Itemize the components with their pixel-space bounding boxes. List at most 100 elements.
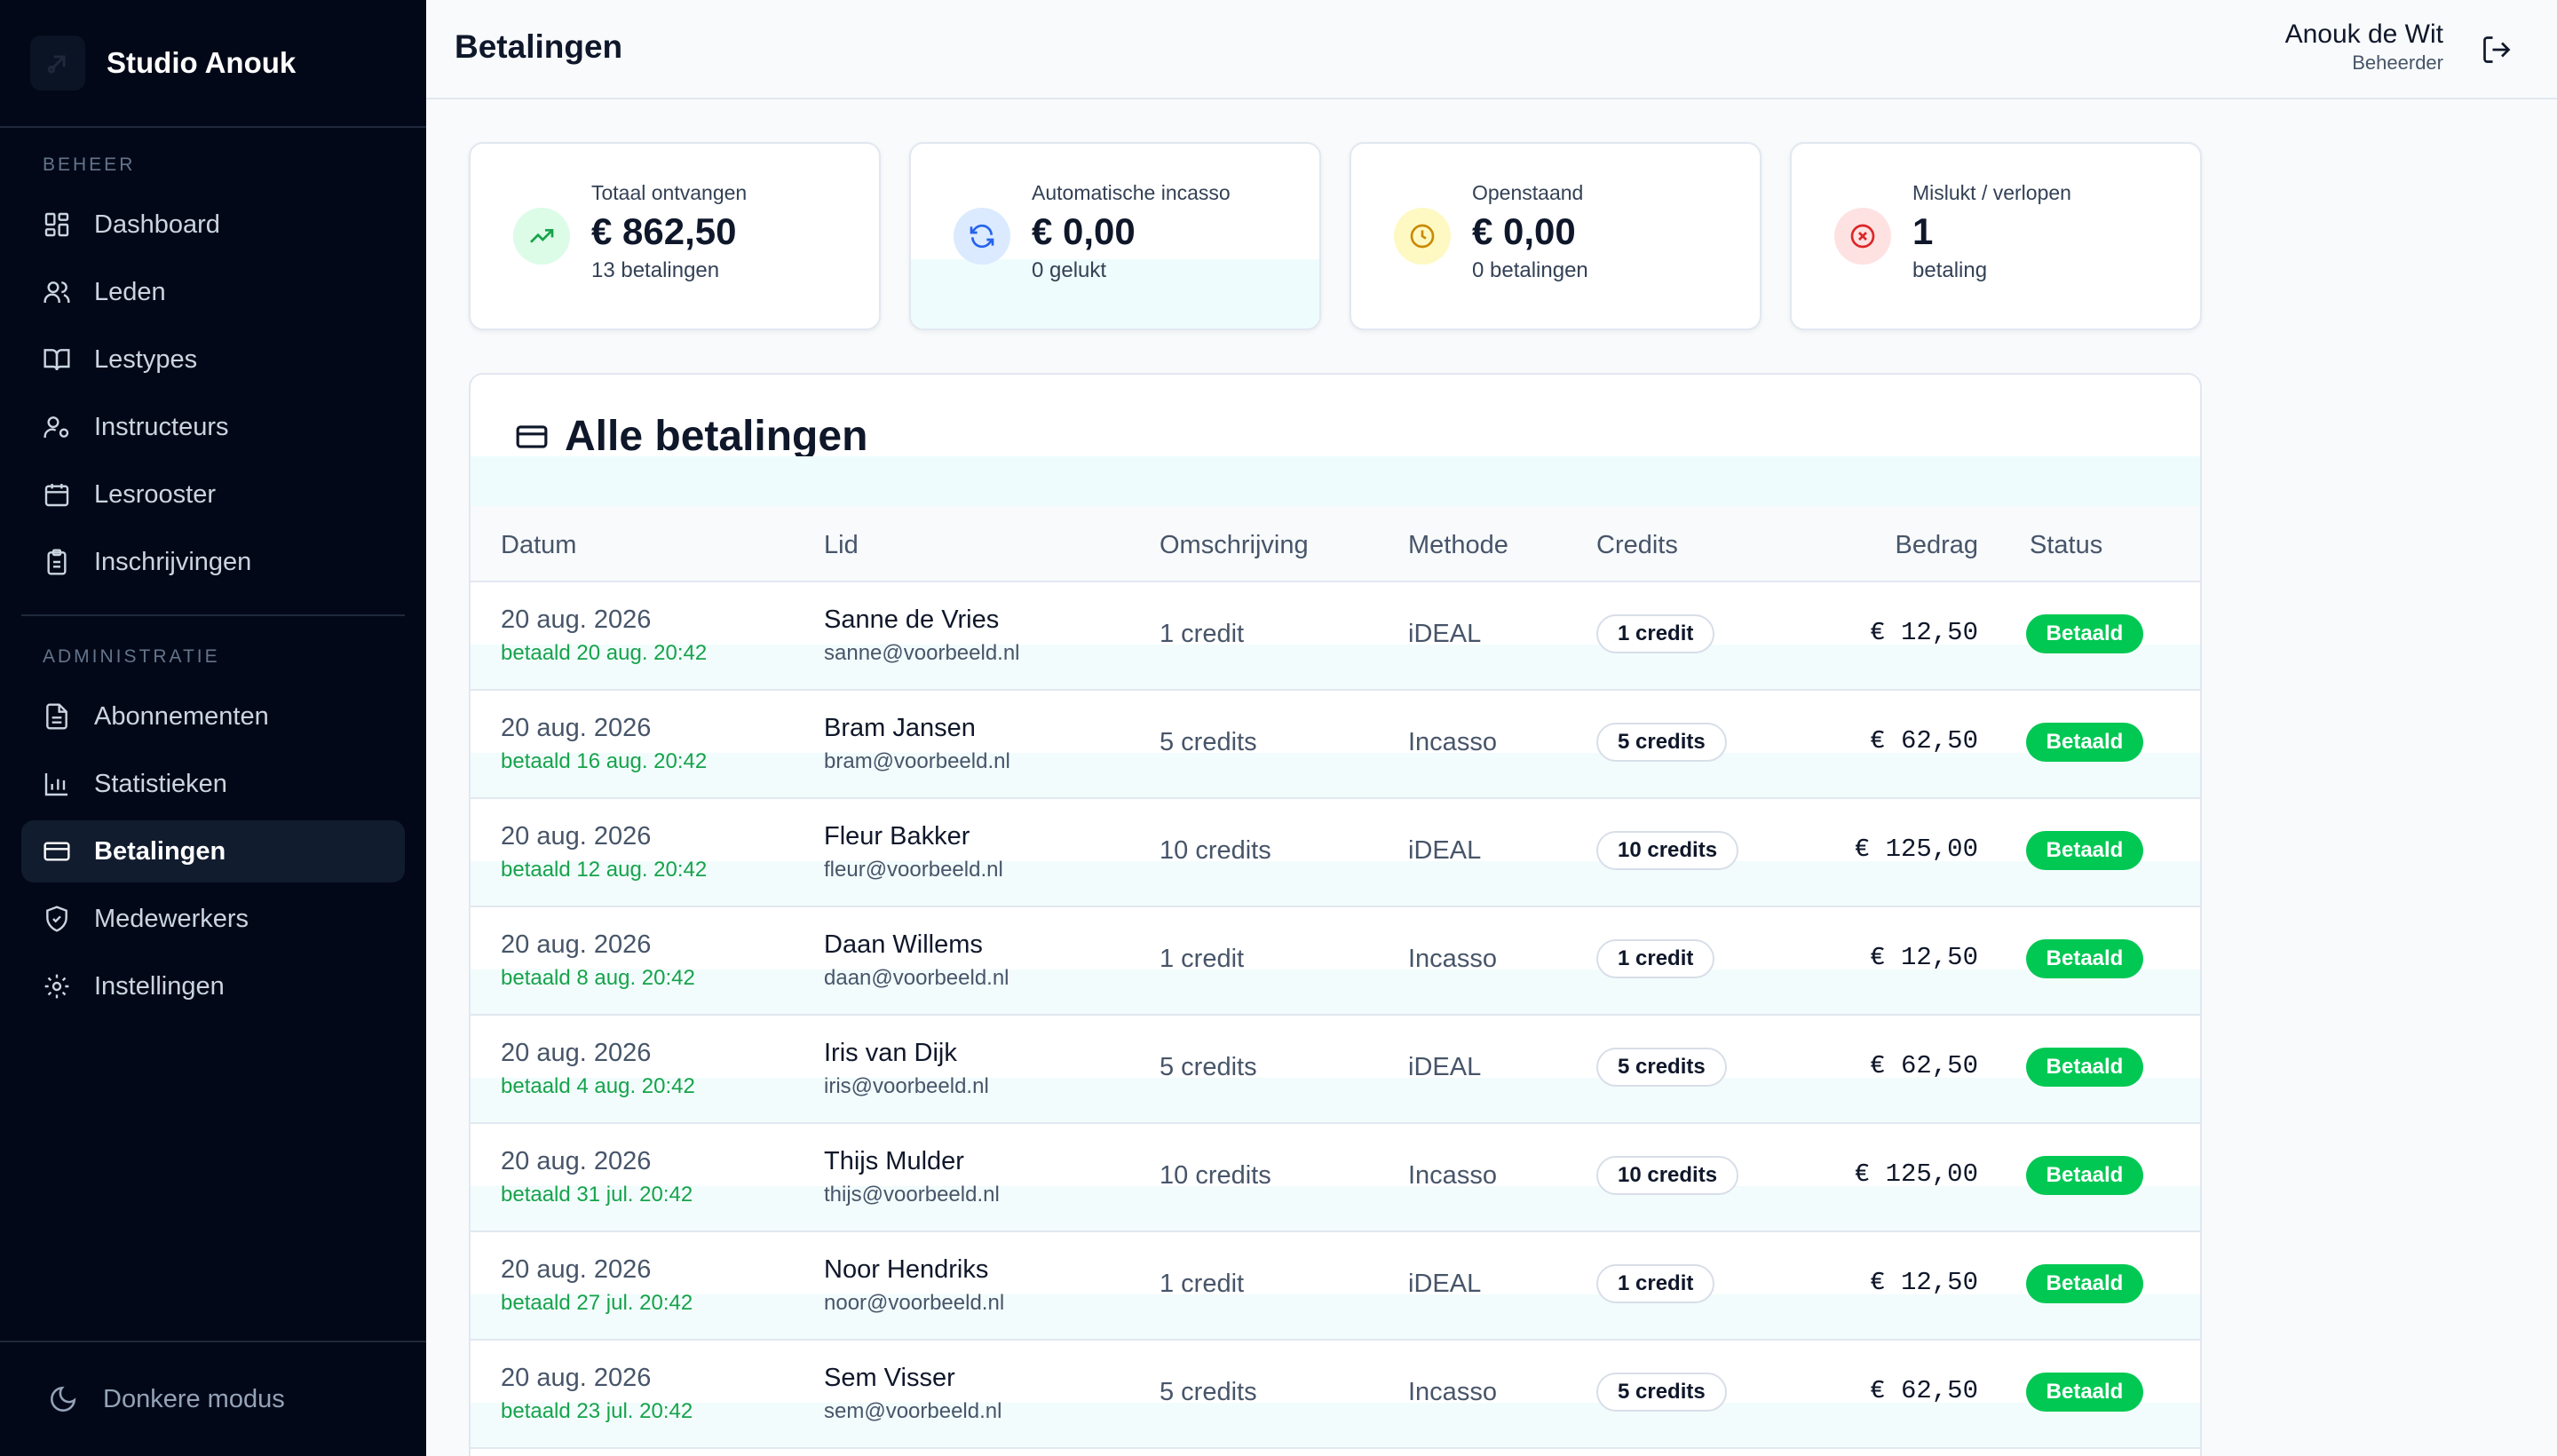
member-email: noor@voorbeeld.nl [824, 1291, 1005, 1315]
sidebar-item-dashboard[interactable]: Dashboard [21, 194, 405, 256]
sidebar-item-label: Abonnementen [94, 701, 269, 731]
column-header-lid[interactable]: Lid [824, 531, 859, 559]
sidebar-item-leden[interactable]: Leden [21, 261, 405, 323]
payment-paid-at: betaald 8 aug. 20:42 [501, 966, 695, 990]
stat-value: € 0,00 [1032, 210, 1136, 252]
user-info: Anouk de Wit Beheerder [2285, 20, 2443, 75]
sidebar-item-label: Instellingen [94, 971, 225, 1001]
payment-method: Incasso [1408, 945, 1497, 973]
member-email: sem@voorbeeld.nl [824, 1399, 1002, 1423]
stat-value: € 862,50 [591, 210, 737, 252]
panel-title-text: Alle betalingen [565, 413, 868, 460]
credits-badge: 5 credits [1596, 1373, 1727, 1412]
stat-value: 1 [1912, 210, 1934, 252]
nav-beheer: Dashboard Leden Lestypes Instructeurs Le… [0, 194, 426, 593]
payment-method: Incasso [1408, 1161, 1497, 1190]
payment-amount: € 62,50 [1870, 1376, 1978, 1405]
member-name[interactable]: Daan Willems [824, 930, 983, 959]
table-row[interactable]: 20 aug. 2026 betaald 27 jul. 20:42 Noor … [471, 1232, 2200, 1341]
status-badge: Betaald [2026, 723, 2143, 762]
section-label-administratie: ADMINISTRATIE [43, 646, 220, 667]
bar-chart-icon [44, 773, 67, 796]
sidebar-item-instellingen[interactable]: Instellingen [21, 955, 405, 1017]
sidebar-item-betalingen[interactable]: Betalingen [21, 820, 405, 882]
member-name[interactable]: Bram Jansen [824, 714, 976, 742]
sidebar-item-statistieken[interactable]: Statistieken [21, 753, 405, 815]
member-email: iris@voorbeeld.nl [824, 1074, 989, 1098]
sidebar-item-instructeurs[interactable]: Instructeurs [21, 396, 405, 458]
payment-description: 5 credits [1160, 1378, 1257, 1406]
stat-sub: 0 betalingen [1472, 258, 1588, 282]
sidebar-item-abonnementen[interactable]: Abonnementen [21, 685, 405, 748]
logout-icon[interactable] [2481, 34, 2513, 66]
member-name[interactable]: Noor Hendriks [824, 1255, 989, 1284]
brand-logo-icon [30, 36, 85, 91]
stat-card-incasso: Automatische incasso € 0,00 0 gelukt [909, 142, 1321, 330]
table-row[interactable]: 20 aug. 2026 betaald 16 aug. 20:42 Bram … [471, 691, 2200, 799]
sidebar-item-label: Lesrooster [94, 479, 217, 509]
payment-description: 1 credit [1160, 1270, 1245, 1298]
dark-mode-label: Donkere modus [103, 1384, 285, 1413]
column-header-credits[interactable]: Credits [1596, 531, 1678, 559]
table-row[interactable]: 20 aug. 2026 betaald 20 aug. 20:42 Sanne… [471, 582, 2200, 691]
payment-date: 20 aug. 2026 [501, 1147, 652, 1175]
payment-paid-at: betaald 16 aug. 20:42 [501, 749, 708, 773]
table-row[interactable]: 20 aug. 2026 betaald 31 jul. 20:42 Thijs… [471, 1124, 2200, 1232]
sidebar-item-lestypes[interactable]: Lestypes [21, 328, 405, 391]
sidebar-item-label: Dashboard [94, 210, 220, 239]
member-email: daan@voorbeeld.nl [824, 966, 1009, 990]
stat-card-openstaand: Openstaand € 0,00 0 betalingen [1350, 142, 1761, 330]
sidebar-item-inschrijvingen[interactable]: Inschrijvingen [21, 531, 405, 593]
member-name[interactable]: Thijs Mulder [824, 1147, 964, 1175]
table-header: Datum Lid Omschrijving Methode Credits B… [471, 506, 2200, 582]
credits-badge: 5 credits [1596, 1048, 1727, 1087]
nav-administratie: Abonnementen Statistieken Betalingen Med… [0, 685, 426, 1017]
panel-header: Alle betalingen [471, 375, 2200, 460]
page-title: Betalingen [455, 28, 623, 65]
payment-description: 10 credits [1160, 1161, 1271, 1190]
payment-amount: € 12,50 [1870, 943, 1978, 972]
status-badge: Betaald [2026, 1264, 2143, 1303]
payment-method: iDEAL [1408, 836, 1482, 865]
column-header-status[interactable]: Status [2030, 531, 2103, 559]
sidebar-item-lesrooster[interactable]: Lesrooster [21, 463, 405, 526]
member-name[interactable]: Sem Visser [824, 1364, 955, 1392]
sidebar-item-label: Statistieken [94, 769, 227, 798]
status-badge: Betaald [2026, 831, 2143, 870]
table-row[interactable]: 20 aug. 2026 betaald 4 aug. 20:42 Iris v… [471, 1016, 2200, 1124]
column-header-datum[interactable]: Datum [501, 531, 577, 559]
user-name: Anouk de Wit [2284, 20, 2443, 49]
file-text-icon [46, 703, 67, 730]
brand-name: Studio Anouk [107, 46, 297, 79]
sidebar-item-label: Betalingen [94, 836, 226, 866]
stat-card-mislukt: Mislukt / verlopen 1 betaling [1790, 142, 2202, 330]
status-badge: Betaald [2026, 1373, 2143, 1412]
payment-paid-at: betaald 12 aug. 20:42 [501, 858, 708, 882]
table-row[interactable]: 20 aug. 2026 betaald 8 aug. 20:42 Daan W… [471, 907, 2200, 1016]
dark-mode-toggle[interactable]: Donkere modus [0, 1341, 426, 1456]
column-header-omschrijving[interactable]: Omschrijving [1160, 531, 1309, 559]
member-email: sanne@voorbeeld.nl [824, 641, 1020, 665]
member-name[interactable]: Sanne de Vries [824, 605, 1000, 634]
brand[interactable]: Studio Anouk [0, 0, 426, 128]
sidebar-item-label: Instructeurs [94, 412, 229, 441]
table-row[interactable]: 20 aug. 2026 betaald 12 aug. 20:42 Fleur… [471, 799, 2200, 907]
payment-date: 20 aug. 2026 [501, 714, 652, 742]
sidebar-item-label: Lestypes [94, 344, 198, 374]
payment-date: 20 aug. 2026 [501, 1255, 652, 1284]
payment-amount: € 125,00 [1854, 1159, 1978, 1189]
users-icon [44, 281, 70, 303]
member-email: fleur@voorbeeld.nl [824, 858, 1003, 882]
payment-description: 1 credit [1160, 945, 1245, 973]
table-row[interactable]: 20 aug. 2026 betaald 23 jul. 20:42 Sem V… [471, 1341, 2200, 1449]
column-header-bedrag[interactable]: Bedrag [1895, 531, 1978, 559]
top-header: Betalingen Anouk de Wit Beheerder [426, 0, 2557, 99]
column-header-methode[interactable]: Methode [1408, 531, 1508, 559]
sidebar-item-medewerkers[interactable]: Medewerkers [21, 888, 405, 950]
stat-value: € 0,00 [1472, 210, 1576, 252]
stat-label: Mislukt / verlopen [1912, 181, 2071, 204]
payment-method: iDEAL [1408, 1270, 1482, 1298]
member-name[interactable]: Iris van Dijk [824, 1039, 957, 1067]
payment-paid-at: betaald 27 jul. 20:42 [501, 1291, 693, 1315]
member-name[interactable]: Fleur Bakker [824, 822, 970, 851]
